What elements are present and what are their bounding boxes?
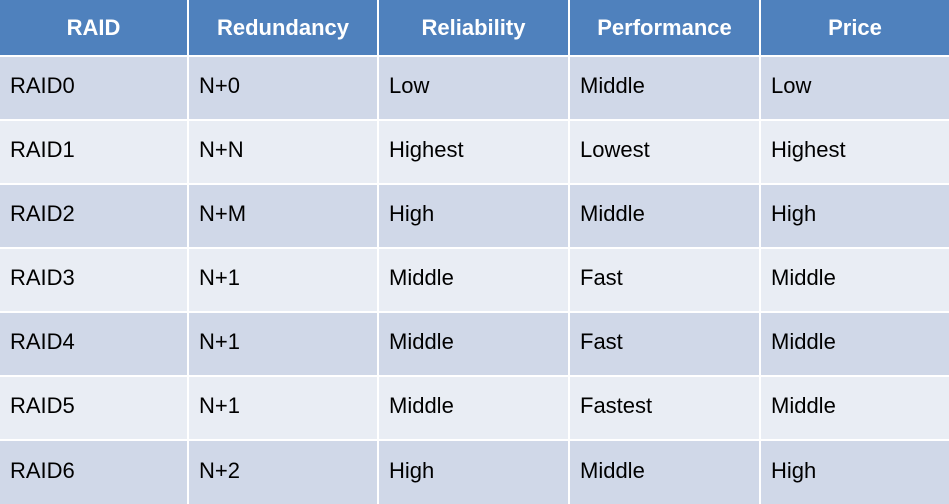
header-row: RAID Redundancy Reliability Performance … xyxy=(0,0,949,57)
cell-reliability: High xyxy=(378,184,570,249)
cell-redundancy: N+1 xyxy=(188,248,379,313)
cell-raid: RAID4 xyxy=(0,312,189,377)
cell-price: High xyxy=(760,184,949,249)
cell-reliability: Middle xyxy=(378,376,570,441)
cell-raid: RAID1 xyxy=(0,120,189,185)
cell-reliability: Highest xyxy=(378,120,570,185)
cell-raid: RAID2 xyxy=(0,184,189,249)
cell-reliability: High xyxy=(378,440,570,504)
cell-redundancy: N+0 xyxy=(188,56,379,121)
table-row: RAID3 N+1 Middle Fast Middle xyxy=(0,248,949,313)
cell-price: Highest xyxy=(760,120,949,185)
header-reliability: Reliability xyxy=(378,0,570,57)
table-row: RAID6 N+2 High Middle High xyxy=(0,440,949,504)
cell-raid: RAID0 xyxy=(0,56,189,121)
table-row: RAID2 N+M High Middle High xyxy=(0,184,949,249)
cell-performance: Lowest xyxy=(569,120,761,185)
cell-performance: Fast xyxy=(569,312,761,377)
table-row: RAID0 N+0 Low Middle Low xyxy=(0,56,949,121)
cell-performance: Fastest xyxy=(569,376,761,441)
header-redundancy: Redundancy xyxy=(188,0,379,57)
header-performance: Performance xyxy=(569,0,761,57)
cell-redundancy: N+N xyxy=(188,120,379,185)
cell-redundancy: N+1 xyxy=(188,312,379,377)
cell-price: Middle xyxy=(760,376,949,441)
header-price: Price xyxy=(760,0,949,57)
table-header: RAID Redundancy Reliability Performance … xyxy=(0,0,949,57)
cell-raid: RAID5 xyxy=(0,376,189,441)
cell-reliability: Middle xyxy=(378,312,570,377)
cell-performance: Middle xyxy=(569,440,761,504)
cell-price: Low xyxy=(760,56,949,121)
cell-price: Middle xyxy=(760,248,949,313)
cell-performance: Middle xyxy=(569,184,761,249)
cell-redundancy: N+1 xyxy=(188,376,379,441)
table-row: RAID4 N+1 Middle Fast Middle xyxy=(0,312,949,377)
cell-redundancy: N+2 xyxy=(188,440,379,504)
cell-price: Middle xyxy=(760,312,949,377)
table-body: RAID0 N+0 Low Middle Low RAID1 N+N Highe… xyxy=(0,56,949,504)
table-row: RAID5 N+1 Middle Fastest Middle xyxy=(0,376,949,441)
cell-redundancy: N+M xyxy=(188,184,379,249)
cell-raid: RAID3 xyxy=(0,248,189,313)
cell-reliability: Low xyxy=(378,56,570,121)
cell-reliability: Middle xyxy=(378,248,570,313)
header-raid: RAID xyxy=(0,0,189,57)
cell-price: High xyxy=(760,440,949,504)
cell-performance: Middle xyxy=(569,56,761,121)
cell-raid: RAID6 xyxy=(0,440,189,504)
table-row: RAID1 N+N Highest Lowest Highest xyxy=(0,120,949,185)
cell-performance: Fast xyxy=(569,248,761,313)
